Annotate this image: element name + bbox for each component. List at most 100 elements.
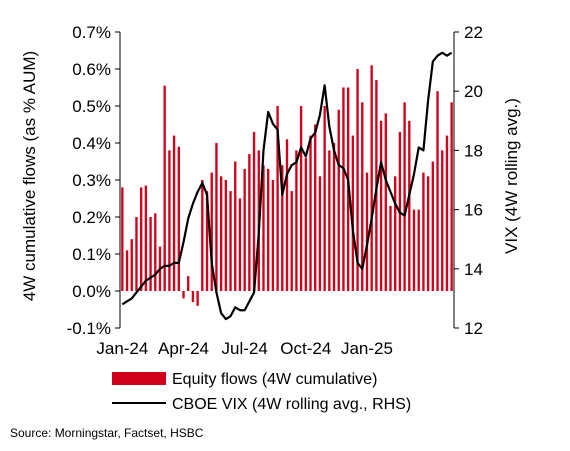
bar [389,205,392,291]
chart: -0.1% 0.0% 0.1% 0.2% 0.3% 0.4% 0.5% 0.6% 0.7% 12… [20,23,521,413]
bar [229,191,232,291]
bar [351,135,355,291]
bar [205,191,209,291]
bar [243,168,246,291]
y-left-tick-label: 0.3% [72,171,111,190]
y-axis-left-title: 4W cumulative flows (as % AUM) [20,51,39,301]
bar [271,180,275,291]
y-right-tick-label: 12 [464,319,483,338]
y-left-tick-label: 0.6% [72,60,111,79]
bar [323,106,326,291]
bar [361,102,364,291]
bar [342,87,345,291]
bar [299,106,303,291]
bar [337,109,340,291]
bar [394,176,397,291]
bar [450,102,453,291]
x-tick-label: Oct-24 [280,339,331,358]
bar [187,276,190,291]
left-axis-ticks: -0.1% 0.0% 0.1% 0.2% 0.3% 0.4% 0.5% 0.6% 0.7% [67,23,120,338]
bar [215,143,218,291]
bar [238,198,242,291]
bar [365,172,369,291]
legend-swatch-equity-flows [112,372,166,385]
bar [314,124,317,291]
bar [431,161,434,291]
bar [191,291,195,303]
bar [417,209,420,291]
bar [328,150,331,291]
bar [426,176,430,291]
source-note: Source: Morningstar, Factset, HSBC [10,426,204,440]
bar [149,217,152,291]
bar [252,131,256,291]
y-right-tick-label: 20 [464,82,483,101]
bar [168,150,171,291]
bar [295,150,298,291]
vix-line [121,51,453,321]
y-left-tick-label: 0.0% [72,282,111,301]
bar [422,172,425,291]
bar [332,143,336,291]
bar [177,146,180,291]
x-tick-label: Jan-24 [96,339,148,358]
bar [356,69,359,291]
bar [276,106,279,291]
right-axis-ticks: 12 14 16 18 20 22 [454,23,483,338]
y-left-tick-label: 0.5% [72,97,111,116]
bar [182,291,185,299]
legend-label-vix: CBOE VIX (4W rolling avg., RHS) [172,396,411,413]
bar [408,120,411,291]
bar [379,120,383,291]
bar [436,91,439,291]
line-series [121,51,453,321]
bar [154,213,157,291]
y-right-tick-label: 22 [464,23,483,42]
bar [163,85,166,292]
bar [248,154,251,291]
y-left-tick-label: 0.2% [72,208,111,227]
x-tick-label: Jul-24 [222,339,268,358]
bar [309,135,312,291]
bar [130,239,133,291]
y-right-tick-label: 14 [464,260,483,279]
bar [135,217,138,291]
x-tick-label: Jan-25 [341,339,393,358]
bar [219,176,223,291]
y-right-tick-label: 18 [464,141,483,160]
bar [318,176,322,291]
y-left-tick-label: -0.1% [67,319,111,338]
bar [139,187,143,291]
bar [262,165,265,291]
bar [196,291,199,306]
bar [441,150,444,291]
bar [285,139,289,291]
y-left-tick-label: 0.7% [72,23,111,42]
bar [370,65,373,291]
legend: Equity flows (4W cumulative) CBOE VIX (4… [112,371,411,413]
bar [201,180,204,291]
y-left-tick-label: 0.1% [72,245,111,264]
y-axis-right-title: VIX (4W rolling avg.) [502,98,521,254]
bar [384,113,387,292]
bar [121,187,124,291]
bar [210,172,213,291]
bar [267,168,270,291]
legend-label-equity-flows: Equity flows (4W cumulative) [172,371,377,388]
y-right-tick-label: 16 [464,201,483,220]
y-left-tick-label: 0.4% [72,134,111,153]
x-tick-label: Apr-24 [158,339,209,358]
bar [412,209,416,291]
bar [281,165,284,291]
bar [445,135,449,291]
bar [403,102,406,291]
x-axis-ticks: Jan-24 Apr-24 Jul-24 Oct-24 Jan-25 [96,339,393,358]
bar [290,191,293,291]
bar [234,161,237,291]
bar [172,135,176,291]
bar [224,180,228,291]
bar [304,157,307,291]
bar-series [121,65,453,306]
bar [144,185,148,291]
bar [125,250,129,291]
